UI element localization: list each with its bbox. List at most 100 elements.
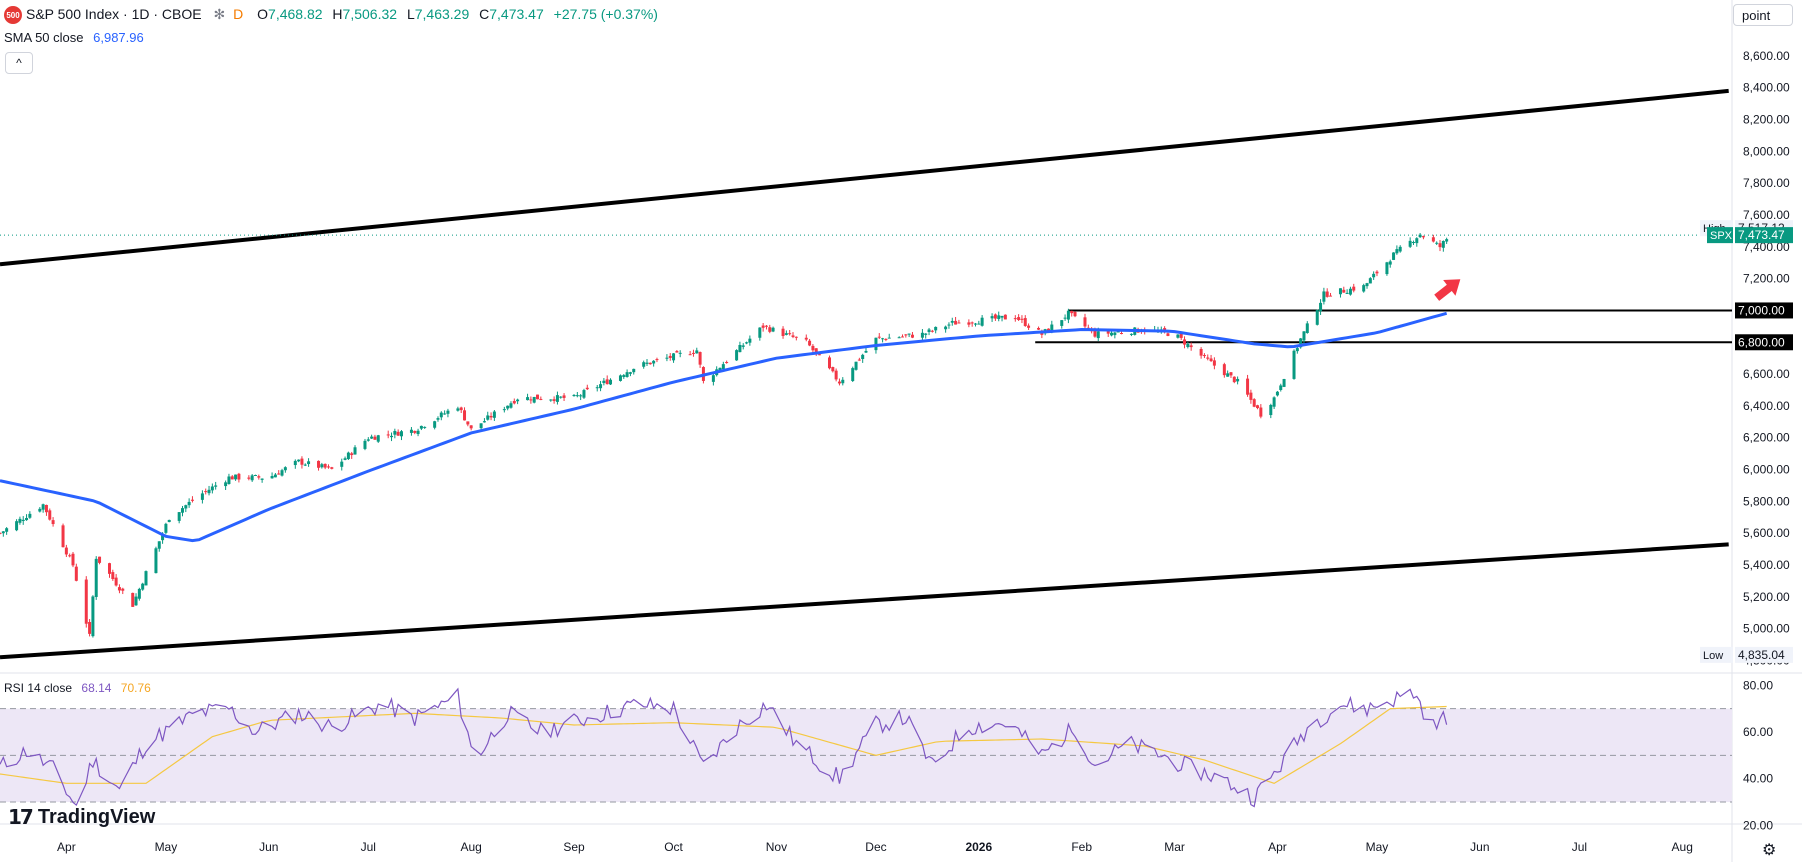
time-tick-label: 2026: [965, 840, 992, 854]
lower-trendline[interactable]: [0, 542, 1729, 660]
candle-body: [861, 354, 865, 359]
candle-body: [900, 336, 904, 338]
candle-body: [479, 423, 483, 429]
candle-body: [419, 425, 423, 429]
candle-body: [745, 342, 749, 344]
candle-body: [456, 408, 460, 411]
candle-body: [632, 368, 636, 373]
price-tick-label: 6,200.00: [1743, 431, 1790, 445]
candle-body: [575, 395, 579, 397]
candle-body: [1421, 236, 1425, 238]
candle-body: [1199, 348, 1203, 356]
candle-body: [1295, 348, 1299, 352]
candle-body: [1110, 332, 1114, 336]
candle-body: [738, 345, 742, 353]
candle-body: [317, 460, 321, 468]
candle-body: [489, 415, 493, 418]
candle-body: [970, 322, 974, 324]
price-tick-label: 5,400.00: [1743, 558, 1790, 572]
candle-body: [1441, 241, 1445, 248]
candle-body: [539, 398, 543, 400]
candle-body: [1431, 237, 1435, 242]
candle-body: [68, 555, 72, 557]
close-label: C: [479, 6, 490, 22]
candle-body: [718, 367, 722, 372]
candle-body: [386, 434, 390, 436]
tradingview-logo[interactable]: 17 TradingView: [8, 805, 155, 829]
candle-body: [947, 324, 951, 326]
candle-body: [180, 508, 184, 513]
time-tick-label: Dec: [865, 840, 886, 854]
rsi-ma-line[interactable]: [0, 705, 1447, 784]
candle-body: [907, 333, 911, 335]
candle-body: [1, 531, 5, 534]
candle-body: [605, 379, 609, 385]
candle-body: [1408, 240, 1412, 247]
candle-body: [910, 334, 914, 338]
red-arrow-annotation[interactable]: [1431, 271, 1467, 305]
candle-body: [1246, 378, 1250, 395]
candle-body: [811, 345, 815, 351]
sma-value: 6,987.96: [93, 30, 144, 45]
candle-body: [114, 577, 118, 586]
price-tick-label: 8,200.00: [1743, 113, 1790, 127]
candle-body: [1106, 331, 1110, 334]
candle-body: [1269, 404, 1273, 416]
candle-body: [230, 476, 234, 480]
candle-body: [1037, 327, 1041, 330]
price-scale-unit-button[interactable]: point: [1733, 4, 1793, 26]
candle-body: [71, 553, 75, 566]
candle-body: [1348, 288, 1352, 295]
collapse-legend-button[interactable]: ^: [5, 52, 33, 74]
price-tick-label: 5,200.00: [1743, 590, 1790, 604]
candle-body: [954, 320, 958, 325]
candle-body: [721, 364, 725, 369]
snowflake-icon[interactable]: ✻: [213, 6, 226, 22]
candle-body: [423, 426, 427, 428]
candle-body: [562, 395, 566, 398]
chart-title[interactable]: S&P 500 Index · 1D · CBOE: [26, 6, 202, 22]
d-badge[interactable]: D: [233, 6, 244, 22]
rsi-value: 68.14: [81, 681, 112, 695]
rsi-legend[interactable]: RSI 14 close 68.14 70.76: [4, 681, 151, 695]
low-label: L: [406, 6, 415, 22]
candle-body: [1096, 331, 1100, 339]
candle-body: [297, 459, 301, 462]
candle-body: [5, 528, 9, 532]
candle-body: [343, 458, 347, 460]
close-value: 7,473.47: [489, 6, 544, 22]
candle-body: [48, 510, 52, 520]
candle-body: [784, 333, 788, 335]
candle-body: [21, 519, 25, 522]
price-tick-label: 7,600.00: [1743, 208, 1790, 222]
candle-body: [28, 513, 32, 518]
candle-body: [466, 421, 470, 425]
sma-50-line[interactable]: [0, 311, 1448, 543]
candle-body: [691, 352, 695, 354]
candle-body: [1299, 338, 1303, 348]
candle-body: [107, 563, 111, 574]
rsi-tick-label: 80.00: [1743, 678, 1773, 692]
arrow-shape: [1434, 279, 1461, 301]
candle-body: [771, 327, 775, 332]
time-tick-label: Oct: [664, 840, 683, 854]
candle-body: [526, 397, 530, 401]
sma-legend[interactable]: SMA 50 close 6,987.96: [4, 30, 144, 45]
candle-body: [1279, 385, 1283, 390]
candle-body: [1325, 291, 1329, 297]
candle-body: [973, 323, 977, 325]
rsi-line[interactable]: [0, 687, 1448, 808]
low-price-badge: [1735, 646, 1793, 663]
candle-body: [1189, 345, 1193, 348]
candle-body: [280, 470, 284, 476]
candle-body: [1319, 302, 1323, 312]
candle-body: [200, 493, 204, 500]
candle-body: [446, 410, 450, 414]
candle-body: [814, 348, 818, 353]
candle-body: [1129, 333, 1133, 335]
candle-body: [831, 367, 835, 372]
gear-icon[interactable]: ⚙: [1762, 842, 1777, 859]
candle-body: [320, 464, 324, 468]
candle-body: [1093, 330, 1097, 337]
